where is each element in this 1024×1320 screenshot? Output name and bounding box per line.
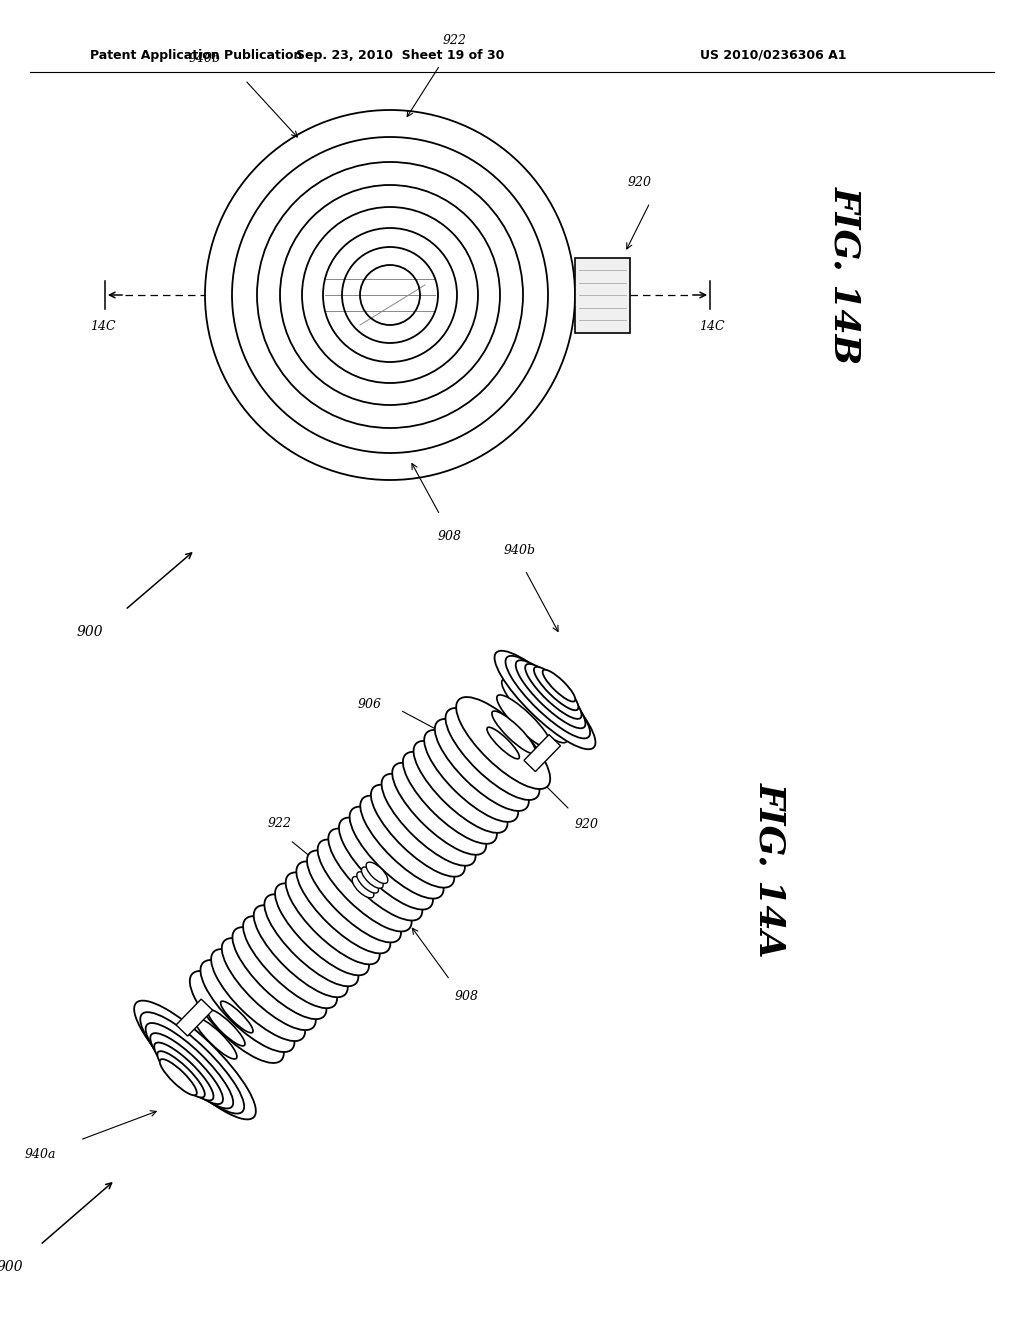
Ellipse shape — [220, 1001, 253, 1032]
Text: FIG. 14A: FIG. 14A — [753, 783, 787, 958]
Bar — [575, 257, 630, 333]
Text: Patent Application Publication: Patent Application Publication — [90, 49, 302, 62]
Ellipse shape — [307, 850, 401, 942]
Bar — [524, 735, 560, 772]
Ellipse shape — [160, 1059, 197, 1096]
Ellipse shape — [456, 697, 550, 789]
Ellipse shape — [169, 1035, 221, 1085]
Ellipse shape — [296, 862, 390, 953]
Ellipse shape — [158, 1051, 205, 1097]
Ellipse shape — [367, 862, 388, 883]
Ellipse shape — [254, 906, 348, 997]
Ellipse shape — [445, 708, 540, 800]
Text: 920: 920 — [628, 177, 652, 190]
Ellipse shape — [356, 871, 379, 894]
Ellipse shape — [349, 807, 443, 899]
Bar — [176, 999, 213, 1036]
Text: 908: 908 — [438, 531, 462, 543]
Ellipse shape — [222, 939, 315, 1030]
Ellipse shape — [182, 1027, 229, 1072]
Ellipse shape — [495, 651, 596, 750]
Ellipse shape — [435, 719, 528, 810]
Ellipse shape — [243, 916, 337, 1008]
Ellipse shape — [497, 694, 551, 748]
Ellipse shape — [211, 949, 305, 1041]
Text: 900: 900 — [77, 624, 103, 639]
Ellipse shape — [392, 763, 486, 855]
Ellipse shape — [424, 730, 518, 822]
Text: 940b: 940b — [504, 544, 536, 557]
Text: 14C: 14C — [90, 319, 116, 333]
Text: 14C: 14C — [699, 319, 725, 333]
Ellipse shape — [264, 894, 358, 986]
Ellipse shape — [134, 1001, 256, 1119]
Ellipse shape — [516, 660, 586, 729]
Ellipse shape — [329, 829, 422, 920]
Ellipse shape — [201, 960, 295, 1052]
Ellipse shape — [232, 927, 327, 1019]
Ellipse shape — [195, 1018, 237, 1059]
Ellipse shape — [145, 1023, 233, 1109]
Text: FIG. 14B: FIG. 14B — [828, 186, 862, 364]
Ellipse shape — [506, 656, 590, 738]
Text: US 2010/0236306 A1: US 2010/0236306 A1 — [700, 49, 847, 62]
Ellipse shape — [487, 727, 519, 759]
Ellipse shape — [534, 667, 579, 710]
Text: 922: 922 — [443, 34, 467, 48]
Ellipse shape — [275, 883, 369, 975]
Ellipse shape — [525, 664, 582, 719]
Ellipse shape — [151, 1034, 223, 1104]
Ellipse shape — [286, 873, 380, 965]
Ellipse shape — [502, 678, 567, 743]
Ellipse shape — [140, 1012, 244, 1114]
Ellipse shape — [155, 1043, 214, 1101]
Ellipse shape — [402, 752, 497, 843]
Text: 940a: 940a — [25, 1148, 55, 1162]
Ellipse shape — [414, 741, 508, 833]
Ellipse shape — [543, 669, 575, 702]
Ellipse shape — [208, 1010, 245, 1045]
Text: 940b: 940b — [189, 51, 221, 65]
Text: Sep. 23, 2010  Sheet 19 of 30: Sep. 23, 2010 Sheet 19 of 30 — [296, 49, 504, 62]
Ellipse shape — [339, 817, 433, 909]
Text: 900: 900 — [0, 1261, 24, 1274]
Ellipse shape — [352, 876, 374, 898]
Ellipse shape — [360, 796, 455, 887]
Ellipse shape — [189, 972, 284, 1063]
Ellipse shape — [492, 711, 536, 754]
Text: 906: 906 — [358, 698, 382, 711]
Ellipse shape — [361, 867, 383, 888]
Text: 920: 920 — [255, 954, 279, 968]
Ellipse shape — [382, 774, 475, 866]
Text: 922: 922 — [268, 817, 292, 830]
Ellipse shape — [371, 784, 465, 876]
Text: 908: 908 — [455, 990, 479, 1003]
Ellipse shape — [317, 840, 412, 932]
Ellipse shape — [507, 663, 584, 738]
Text: 920: 920 — [575, 818, 599, 832]
